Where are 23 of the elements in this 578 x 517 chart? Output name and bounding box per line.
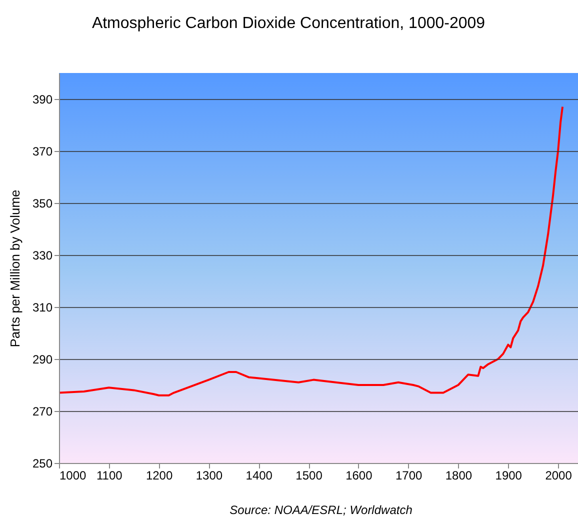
x-tick-label: 1500 bbox=[296, 468, 323, 482]
x-tick-label: 1400 bbox=[246, 468, 273, 482]
y-tick-label: 270 bbox=[32, 404, 53, 418]
x-tick-label: 1700 bbox=[395, 468, 422, 482]
y-axis-title: Parts per Million by Volume bbox=[7, 190, 22, 348]
y-tick-label: 390 bbox=[32, 92, 53, 106]
x-tick-label: 1300 bbox=[196, 468, 223, 482]
y-tick-label: 250 bbox=[32, 456, 53, 470]
chart-title: Atmospheric Carbon Dioxide Concentration, 1000-2009 bbox=[92, 15, 486, 32]
x-tick-label: 1800 bbox=[445, 468, 472, 482]
y-tick-label: 350 bbox=[32, 196, 53, 210]
y-tick-label: 310 bbox=[32, 300, 53, 314]
x-tick-label: 1000 bbox=[60, 468, 87, 482]
source-note: Source: NOAA/ESRL; Worldwatch bbox=[230, 503, 413, 517]
y-tick-label: 290 bbox=[32, 352, 53, 366]
x-tick-label: 1900 bbox=[495, 468, 522, 482]
x-tick-label: 1200 bbox=[146, 468, 173, 482]
y-tick-label: 330 bbox=[32, 248, 53, 262]
y-tick-label: 370 bbox=[32, 144, 53, 158]
x-tick-label: 2000 bbox=[545, 468, 572, 482]
x-tick-label: 1100 bbox=[96, 468, 123, 482]
line-series bbox=[58, 106, 564, 396]
x-tick-label: 1600 bbox=[346, 468, 373, 482]
